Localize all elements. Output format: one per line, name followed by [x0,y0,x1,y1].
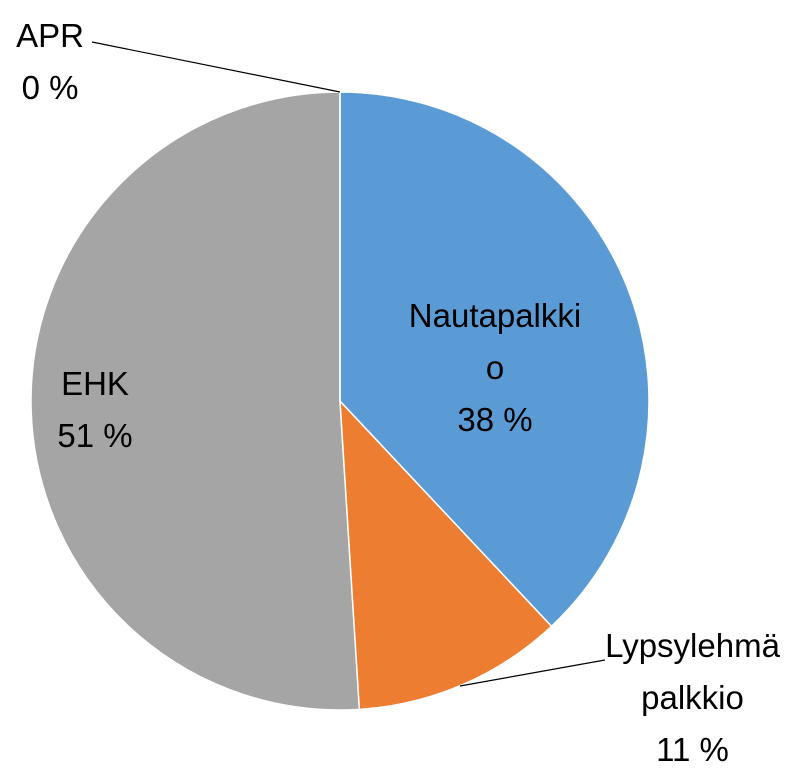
category: APR [16,17,84,54]
pie-slice [30,91,361,711]
category: Lypsylehmäpalkkio [605,627,780,716]
category: EHK [61,365,129,402]
leader-line [459,659,606,687]
value-label: 38 % [457,401,533,438]
slice-label: Nautapalkkio 38 % [400,290,590,446]
slice-label: Lypsylehmäpalkkio 11 % [600,620,785,768]
slice-label: APR 0 % [0,10,100,114]
pie-slice [339,91,650,628]
value-label: 0 % [21,69,79,106]
category: Nautapalkkio [408,297,582,386]
slice-label: EHK 51 % [30,358,160,462]
pie-slice [339,398,553,711]
value-label: 51 % [57,417,133,454]
value-label: 11 % [656,731,729,768]
leader-line [91,41,341,93]
